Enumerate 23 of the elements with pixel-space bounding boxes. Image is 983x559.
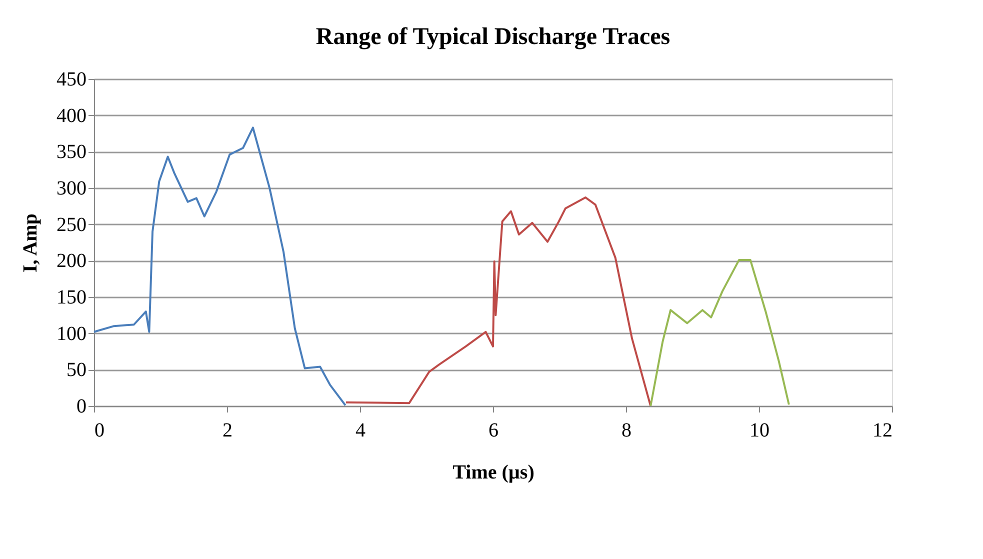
y-tick-label: 450 — [56, 68, 86, 90]
line-series — [650, 258, 790, 407]
x-tick-label: 0 — [94, 420, 104, 442]
y-tick-label: 150 — [56, 286, 86, 308]
x-axis-title: Time (µs) — [452, 462, 534, 484]
x-tick-label: 4 — [356, 420, 366, 442]
x-tick-label: 10 — [750, 420, 770, 442]
y-axis-title: I, Amp — [20, 214, 42, 272]
y-tick-label: 0 — [76, 396, 86, 418]
line-series — [345, 196, 652, 407]
line-series — [93, 126, 346, 406]
y-tick-label: 50 — [66, 359, 86, 382]
y-tick-label: 250 — [56, 214, 86, 236]
y-tick-label: 100 — [56, 322, 86, 345]
y-tick-label: 300 — [56, 178, 86, 200]
y-tick-label: 350 — [56, 141, 86, 164]
x-tick-label: 2 — [222, 420, 232, 442]
x-tick-label: 12 — [872, 420, 892, 442]
chart-title: Range of Typical Discharge Traces — [316, 24, 670, 50]
x-tick-label: 6 — [488, 420, 498, 442]
y-tick-label: 400 — [56, 104, 86, 127]
y-tick-label: 200 — [56, 250, 86, 272]
x-tick-label: 8 — [622, 420, 632, 442]
